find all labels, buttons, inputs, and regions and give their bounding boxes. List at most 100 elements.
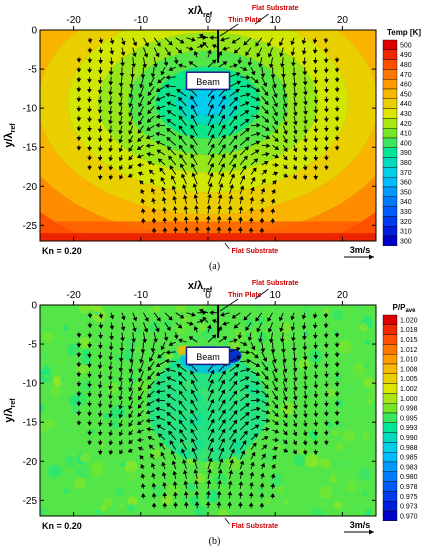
velocity-arrowhead	[183, 491, 189, 496]
velocity-arrowhead	[265, 126, 270, 131]
colorbar-level-label: 490	[400, 52, 412, 59]
velocity-arrowhead	[108, 356, 114, 361]
velocity-arrowhead	[268, 64, 274, 69]
velocity-arrowhead	[218, 458, 224, 463]
velocity-arrowhead	[247, 61, 253, 67]
velocity-arrowhead	[189, 46, 194, 51]
velocity-arrowhead	[210, 94, 215, 100]
velocity-arrowhead	[142, 339, 148, 344]
velocity-arrowhead	[139, 180, 144, 185]
velocity-arrowhead	[178, 135, 183, 140]
velocity-arrowhead	[209, 162, 214, 168]
pressure-band	[246, 332, 251, 338]
colorbar-swatch	[382, 324, 398, 335]
pressure-band	[125, 468, 138, 481]
velocity-arrowhead	[292, 357, 298, 363]
colorbar-swatch	[382, 88, 398, 100]
colorbar-level-label: 0.990	[400, 435, 418, 442]
velocity-arrowhead	[118, 357, 124, 363]
velocity-arrowhead	[138, 102, 143, 108]
velocity-arrowhead	[246, 92, 251, 98]
colorbar-swatch	[382, 412, 398, 424]
velocity-arrowhead	[265, 426, 270, 432]
velocity-arrowhead	[166, 376, 171, 381]
velocity-arrowhead	[283, 413, 288, 419]
colorbar-swatch	[382, 196, 398, 207]
pressure-band	[298, 358, 310, 370]
pressure-band	[79, 305, 91, 314]
velocity-arrowhead	[76, 88, 82, 93]
velocity-arrowhead	[97, 119, 103, 124]
colorbar-level-label: 330	[400, 209, 412, 216]
velocity-arrowhead	[165, 92, 170, 98]
velocity-arrowhead	[282, 358, 287, 364]
colorbar-swatch	[382, 481, 398, 492]
pressure-band	[195, 473, 206, 483]
velocity-arrowhead	[260, 197, 265, 203]
velocity-arrowhead	[76, 363, 82, 368]
flat-substrate-top-label: Flat Substrate	[252, 280, 299, 287]
velocity-scale-label: 3m/s	[350, 520, 371, 530]
pressure-band	[345, 480, 358, 493]
velocity-arrowhead	[182, 184, 187, 189]
velocity-arrowhead	[87, 441, 93, 446]
thin-plate-leader	[219, 298, 239, 312]
colorbar-level-label: 470	[400, 72, 412, 79]
velocity-arrowhead	[220, 438, 225, 443]
velocity-arrowhead	[87, 79, 92, 84]
velocity-arrowhead	[178, 400, 183, 405]
velocity-arrowhead	[169, 440, 174, 445]
velocity-arrowhead	[87, 137, 93, 142]
velocity-arrowhead	[323, 422, 329, 427]
velocity-arrowhead	[191, 438, 196, 443]
colorbar-swatch	[382, 127, 398, 139]
velocity-arrowhead	[238, 481, 244, 486]
velocity-arrowhead	[137, 437, 142, 443]
velocity-arrowhead	[108, 413, 113, 418]
y-tick-label: -15	[23, 418, 38, 429]
velocity-arrowhead	[283, 448, 289, 453]
velocity-arrowhead	[139, 358, 144, 364]
colorbar-swatch	[382, 157, 398, 168]
colorbar-swatch	[382, 461, 398, 473]
velocity-arrowhead	[220, 114, 226, 119]
velocity-arrowhead	[178, 63, 183, 68]
velocity-arrowhead	[324, 108, 329, 113]
velocity-arrowhead	[98, 49, 104, 54]
velocity-arrowhead	[181, 173, 186, 179]
pressure-band	[71, 405, 81, 414]
velocity-arrowhead	[244, 394, 250, 399]
velocity-arrowhead	[270, 74, 276, 79]
velocity-arrowhead	[240, 175, 246, 180]
velocity-arrowhead	[323, 431, 329, 436]
velocity-arrowhead	[147, 366, 152, 372]
velocity-arrowhead	[313, 345, 318, 350]
colorbar-level-label: 500	[400, 42, 412, 49]
velocity-arrowhead	[109, 315, 115, 320]
velocity-arrowhead	[244, 385, 250, 390]
velocity-arrowhead	[248, 217, 254, 222]
colorbar-level-label: 1.002	[400, 386, 418, 393]
velocity-arrowhead	[229, 459, 234, 464]
velocity-arrowhead	[303, 366, 308, 371]
velocity-arrowhead	[108, 395, 113, 400]
velocity-arrowhead	[313, 99, 319, 104]
velocity-arrowhead	[221, 124, 226, 130]
velocity-arrowhead	[166, 128, 171, 133]
velocity-arrowhead	[292, 130, 298, 135]
velocity-arrowhead	[190, 428, 195, 434]
velocity-arrowhead	[270, 198, 276, 203]
velocity-arrowhead	[120, 337, 125, 342]
velocity-arrowhead	[217, 204, 222, 210]
velocity-arrowhead	[170, 175, 176, 180]
pressure-band	[47, 464, 62, 479]
temperature-plot: Beam -20 -10 0 10 20 0 -5 -10 -15 -20 -25 x/λref y/λr…	[3, 5, 421, 260]
velocity-arrowhead	[312, 335, 318, 340]
velocity-arrowhead	[202, 41, 207, 47]
velocity-arrowhead	[313, 119, 319, 124]
velocity-arrowhead	[259, 502, 265, 507]
velocity-arrowhead	[302, 175, 308, 181]
velocity-arrowhead	[97, 156, 103, 162]
velocity-arrowhead	[302, 450, 308, 456]
velocity-arrowhead	[140, 473, 146, 478]
